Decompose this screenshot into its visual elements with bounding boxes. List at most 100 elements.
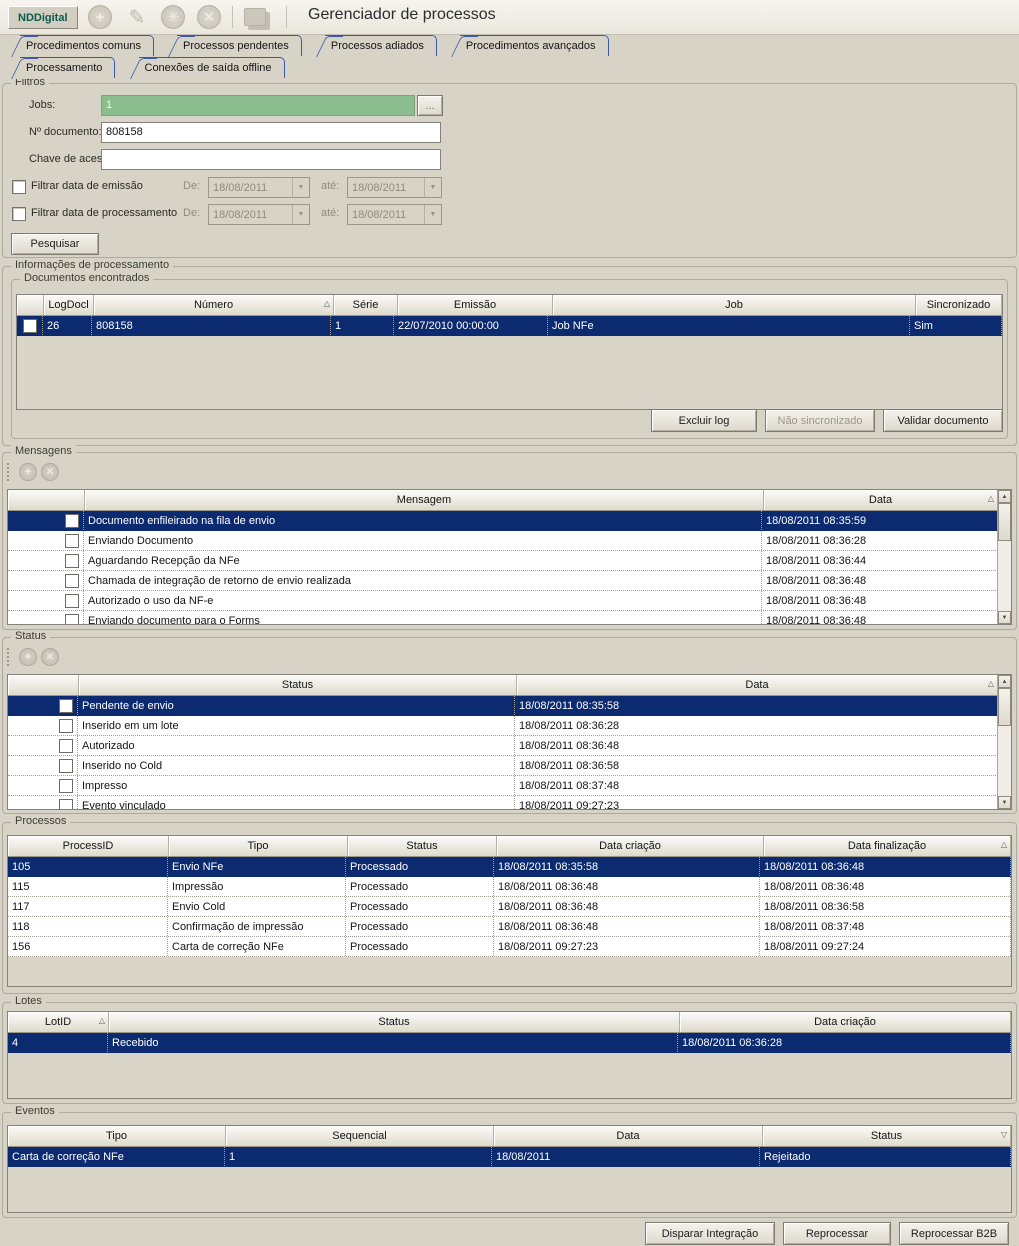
scrollbar-thumb[interactable] [998, 688, 1011, 726]
column-header-data-criacao[interactable]: Data criação [497, 836, 764, 856]
column-header-lotid[interactable]: LotID △ [8, 1012, 109, 1032]
row-checkbox[interactable] [65, 513, 79, 528]
table-row[interactable]: Pendente de envio 18/08/2011 08:35:58 [8, 696, 998, 716]
table-row[interactable]: 117 Envio Cold Processado 18/08/2011 08:… [8, 897, 1011, 917]
row-checkbox[interactable] [59, 778, 73, 793]
tab-processos-adiados[interactable]: Processos adiados [324, 35, 437, 56]
scrollbar-track[interactable] [998, 541, 1011, 611]
scrollbar-thumb[interactable] [998, 503, 1011, 541]
table-row[interactable]: Inserido em um lote 18/08/2011 08:36:28 [8, 716, 998, 736]
jobs-browse-button[interactable]: ... [417, 95, 443, 116]
vertical-scrollbar[interactable]: ▲ ▼ [997, 490, 1011, 624]
table-row[interactable]: 118 Confirmação de impressão Processado … [8, 917, 1011, 937]
row-checkbox[interactable] [59, 698, 73, 713]
nddigital-brand-button[interactable]: NDDigital [8, 6, 78, 29]
column-header-job[interactable]: Job [553, 295, 916, 315]
column-header-emissao[interactable]: Emissão [398, 295, 553, 315]
processamento-de-combo[interactable]: 18/08/2011 ▼ [208, 204, 310, 225]
close-icon[interactable]: ✕ [41, 463, 59, 481]
column-header-sincronizado[interactable]: Sincronizado [916, 295, 1002, 315]
ndoc-input[interactable]: 808158 [101, 122, 441, 143]
edit-button[interactable]: ✎ [124, 4, 150, 30]
tab-processamento[interactable]: Processamento [20, 57, 116, 78]
column-header-data-criacao[interactable]: Data criação [680, 1012, 1011, 1032]
scrollbar-track[interactable] [998, 726, 1011, 796]
chave-input[interactable] [101, 149, 441, 170]
reprocessar-b2b-button[interactable]: Reprocessar B2B [899, 1222, 1009, 1245]
column-header-numero[interactable]: Número △ [94, 295, 334, 315]
tab-conexoes-saida-offline[interactable]: Conexões de saída offline [138, 57, 285, 78]
table-row[interactable]: 4 Recebido 18/08/2011 08:36:28 [8, 1033, 1011, 1053]
column-header-tipo[interactable]: Tipo [169, 836, 348, 856]
scroll-down-button[interactable]: ▼ [998, 611, 1011, 624]
row-checkbox[interactable] [65, 553, 79, 568]
column-header-mensagem[interactable]: Mensagem [85, 490, 764, 510]
row-checkbox[interactable] [59, 738, 73, 753]
column-header-select[interactable] [8, 675, 79, 695]
table-row[interactable]: Inserido no Cold 18/08/2011 08:36:58 [8, 756, 998, 776]
close-icon[interactable]: ✕ [41, 648, 59, 666]
table-row[interactable]: 115 Impressão Processado 18/08/2011 08:3… [8, 877, 1011, 897]
scroll-up-button[interactable]: ▲ [998, 675, 1011, 688]
row-checkbox[interactable] [59, 718, 73, 733]
row-checkbox[interactable] [59, 798, 73, 809]
cancel-button[interactable]: ✕ [196, 4, 222, 30]
column-header-status[interactable]: Status [348, 836, 497, 856]
column-header-status[interactable]: Status [109, 1012, 680, 1032]
toolbar-grip[interactable] [7, 648, 12, 666]
column-header-data[interactable]: Data △ [764, 490, 998, 510]
table-row[interactable]: Impresso 18/08/2011 08:37:48 [8, 776, 998, 796]
column-header-logdocl[interactable]: LogDocl [44, 295, 94, 315]
row-checkbox[interactable] [65, 593, 79, 608]
emissao-checkbox[interactable] [12, 180, 26, 194]
table-row[interactable]: Documento enfileirado na fila de envio 1… [8, 511, 998, 531]
table-row[interactable]: Carta de correção NFe 1 18/08/2011 Rejei… [8, 1147, 1011, 1167]
add-icon[interactable]: + [19, 648, 37, 666]
row-checkbox[interactable] [59, 758, 73, 773]
column-header-select[interactable] [17, 295, 44, 315]
disparar-integracao-button[interactable]: Disparar Integração [645, 1222, 775, 1245]
column-header-status[interactable]: Status ▽ [763, 1126, 1011, 1146]
column-header-status[interactable]: Status [79, 675, 517, 695]
table-row[interactable]: Evento vinculado 18/08/2011 09:27:23 [8, 796, 998, 809]
tab-procedimentos-avancados[interactable]: Procedimentos avançados [459, 35, 609, 56]
integration-button[interactable] [242, 4, 268, 30]
emissao-ate-combo[interactable]: 18/08/2011 ▼ [347, 177, 442, 198]
add-icon[interactable]: + [19, 463, 37, 481]
table-row[interactable]: 156 Carta de correção NFe Processado 18/… [8, 937, 1011, 957]
tab-processos-pendentes[interactable]: Processos pendentes [177, 35, 302, 56]
scroll-up-button[interactable]: ▲ [998, 490, 1011, 503]
column-header-data-finalizacao[interactable]: Data finalização △ [764, 836, 1011, 856]
emissao-de-combo[interactable]: 18/08/2011 ▼ [208, 177, 310, 198]
row-checkbox[interactable] [22, 318, 37, 333]
column-header-serie[interactable]: Série [334, 295, 398, 315]
column-header-select[interactable] [8, 490, 85, 510]
table-row[interactable]: 26 808158 1 22/07/2010 00:00:00 Job NFe … [17, 316, 1002, 336]
processamento-checkbox[interactable] [12, 207, 26, 221]
scroll-down-button[interactable]: ▼ [998, 796, 1011, 809]
table-row[interactable]: Autorizado 18/08/2011 08:36:48 [8, 736, 998, 756]
table-row[interactable]: Enviando documento para o Forms 18/08/20… [8, 611, 998, 624]
column-header-data[interactable]: Data [494, 1126, 763, 1146]
toolbar-grip[interactable] [7, 463, 12, 481]
vertical-scrollbar[interactable]: ▲ ▼ [997, 675, 1011, 809]
table-row[interactable]: Autorizado o uso da NF-e 18/08/2011 08:3… [8, 591, 998, 611]
row-checkbox[interactable] [65, 573, 79, 588]
column-header-processid[interactable]: ProcessID [8, 836, 169, 856]
column-header-tipo[interactable]: Tipo [8, 1126, 226, 1146]
process-button[interactable]: ✳ [160, 4, 186, 30]
tab-procedimentos-comuns[interactable]: Procedimentos comuns [20, 35, 154, 56]
pesquisar-button[interactable]: Pesquisar [11, 233, 99, 255]
row-checkbox[interactable] [65, 613, 79, 624]
table-row[interactable]: 105 Envio NFe Processado 18/08/2011 08:3… [8, 857, 1011, 877]
column-header-data[interactable]: Data △ [517, 675, 998, 695]
processamento-ate-combo[interactable]: 18/08/2011 ▼ [347, 204, 442, 225]
add-button[interactable]: + [87, 4, 113, 30]
column-header-sequencial[interactable]: Sequencial [226, 1126, 494, 1146]
table-row[interactable]: Chamada de integração de retorno de envi… [8, 571, 998, 591]
nao-sincronizado-button[interactable]: Não sincronizado [765, 409, 875, 432]
validar-documento-button[interactable]: Validar documento [883, 409, 1003, 432]
reprocessar-button[interactable]: Reprocessar [783, 1222, 891, 1245]
table-row[interactable]: Aguardando Recepção da NFe 18/08/2011 08… [8, 551, 998, 571]
row-checkbox[interactable] [65, 533, 79, 548]
